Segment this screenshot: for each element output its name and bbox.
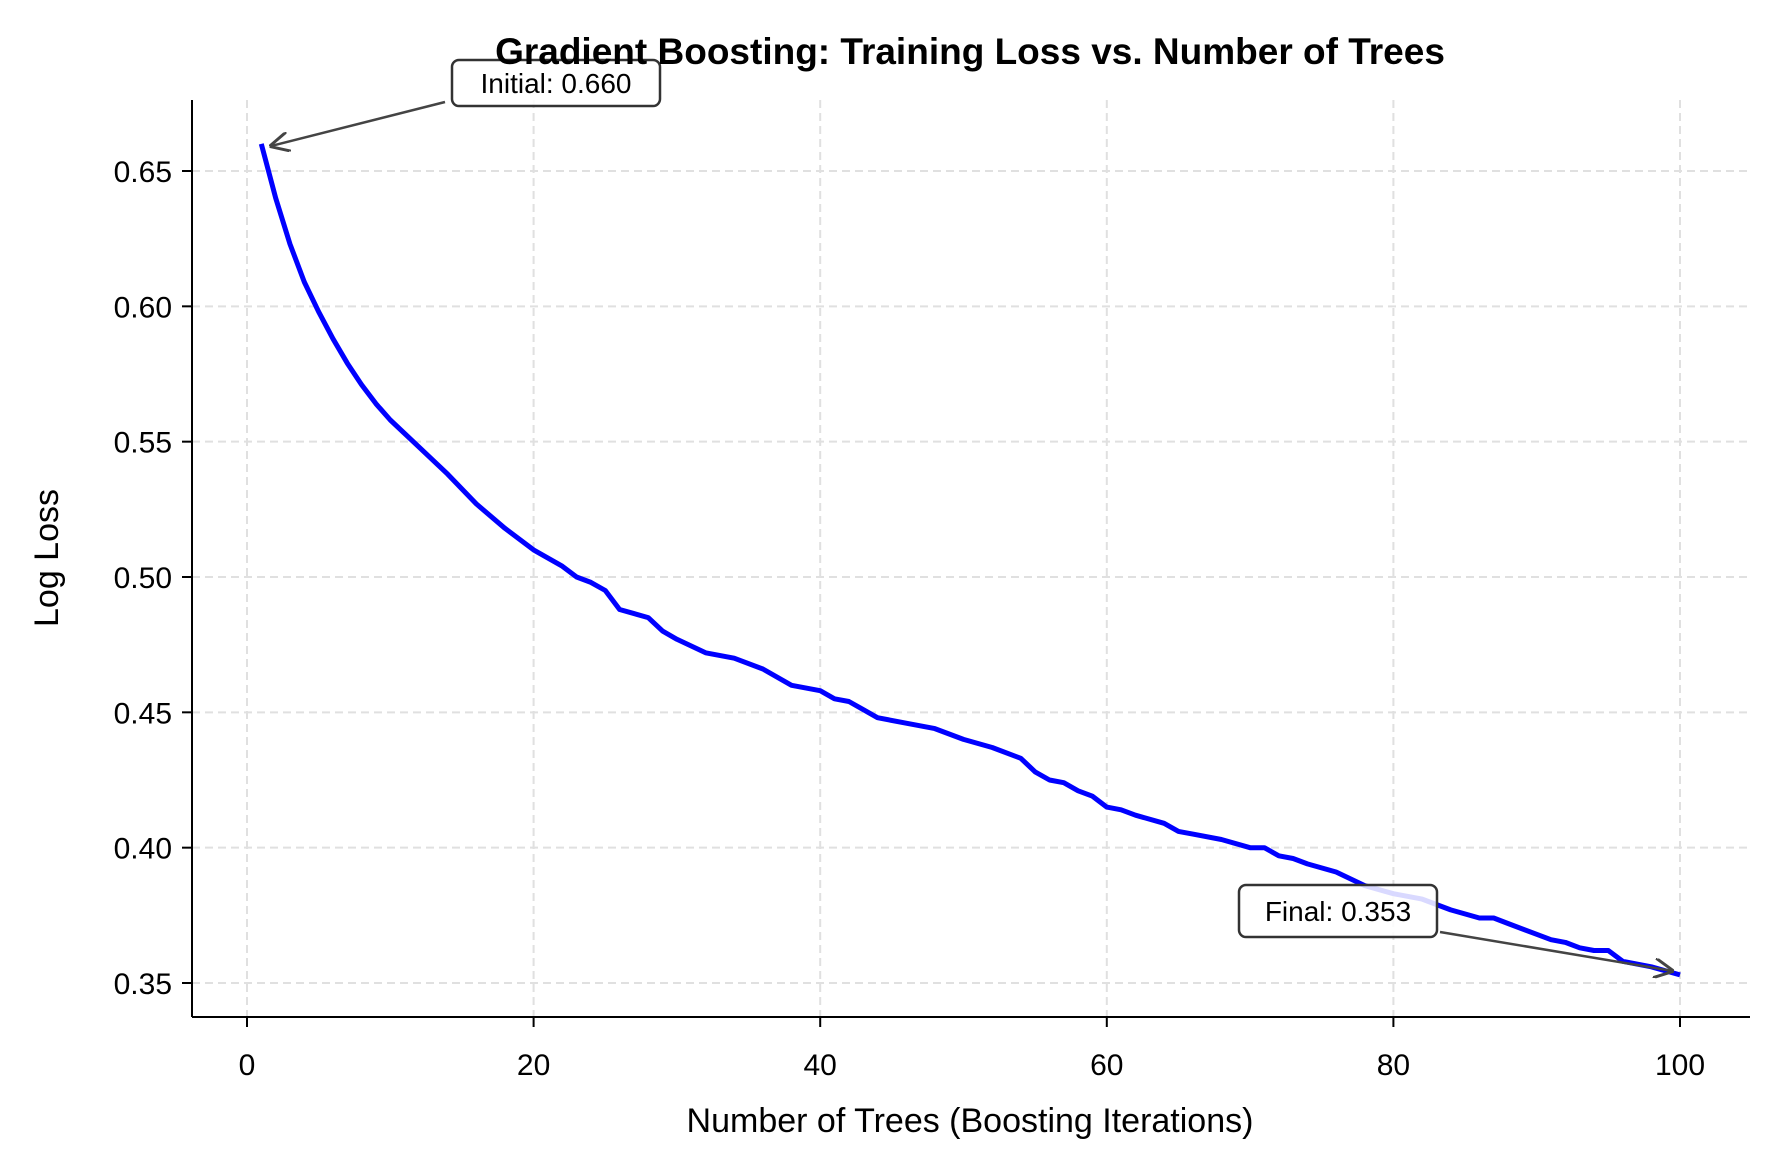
annotations: Initial: 0.660 Final: 0.353 (271, 58, 1672, 971)
y-tick-label: 0.40 (114, 833, 172, 866)
initial-annotation-label: Initial: 0.660 (481, 68, 632, 99)
y-axis-label: Log Loss (28, 489, 66, 627)
x-tick-label: 40 (804, 1049, 837, 1082)
y-tick-label: 0.35 (114, 968, 172, 1001)
initial-annotation-box (450, 58, 662, 108)
final-annotation-label: Final: 0.353 (1265, 896, 1411, 927)
x-tick-label: 80 (1377, 1049, 1410, 1082)
y-tick-label: 0.50 (114, 562, 172, 595)
axes (191, 100, 1750, 1018)
y-tick-label: 0.60 (114, 291, 172, 324)
x-axis-label: Number of Trees (Boosting Iterations) (687, 1102, 1254, 1140)
chart-title: Gradient Boosting: Training Loss vs. Num… (495, 31, 1445, 72)
x-tick-label: 100 (1655, 1049, 1705, 1082)
y-tick-label: 0.45 (114, 697, 172, 730)
loss-line (258, 143, 1681, 978)
final-annotation-box (1237, 883, 1439, 939)
x-tick-label: 20 (517, 1049, 550, 1082)
final-arrow (1439, 930, 1672, 971)
x-tick-label: 60 (1090, 1049, 1123, 1082)
grid (192, 100, 1750, 1017)
y-tick-label: 0.55 (114, 427, 172, 460)
x-tick-label: 0 (239, 1049, 256, 1082)
initial-arrow (271, 100, 446, 146)
ticks: 0 20 40 60 80 100 0.35 0.40 0.45 0.50 0.55 0.60 0.65 (114, 156, 1705, 1082)
y-tick-label: 0.65 (114, 156, 172, 189)
